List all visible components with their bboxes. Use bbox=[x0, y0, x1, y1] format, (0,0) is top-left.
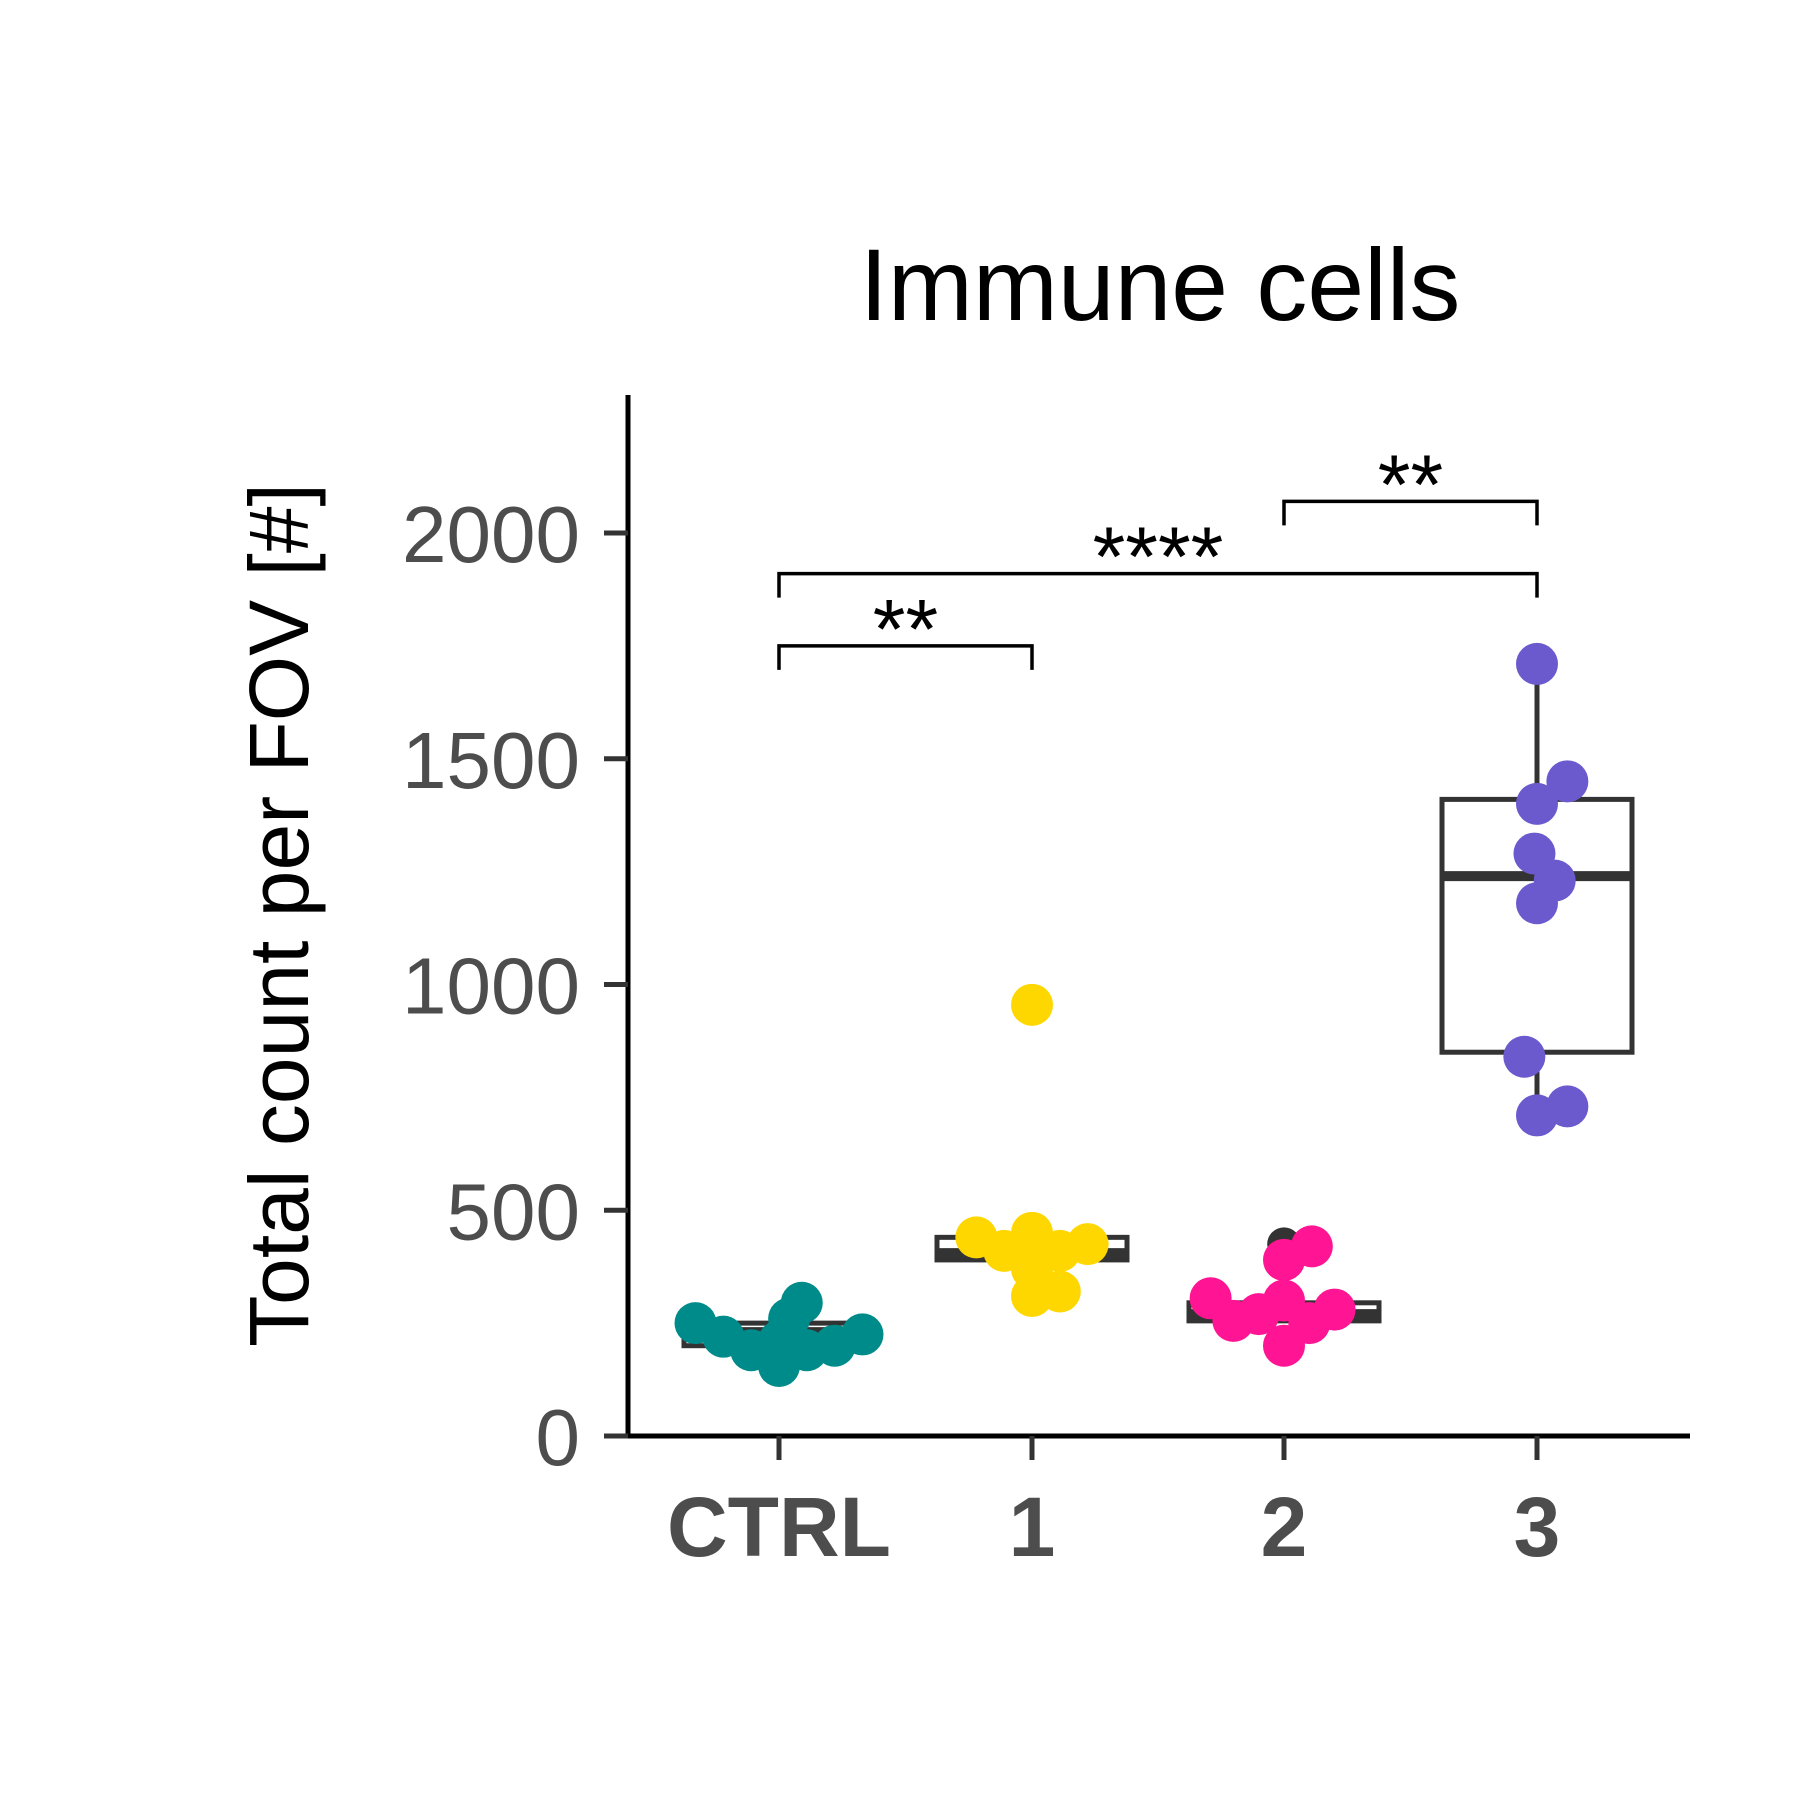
data-point bbox=[1516, 882, 1558, 925]
data-point bbox=[841, 1313, 884, 1356]
y-tick-label: 1000 bbox=[402, 942, 580, 1031]
significance-bracket bbox=[777, 644, 1034, 670]
data-point bbox=[1038, 1270, 1081, 1313]
y-tick-label: 1500 bbox=[402, 716, 580, 805]
y-tick-label: 0 bbox=[536, 1393, 581, 1482]
data-point bbox=[1066, 1223, 1109, 1266]
significance-bracket bbox=[777, 571, 1539, 598]
significance-bracket bbox=[1282, 499, 1539, 526]
x-tick-label: CTRL bbox=[667, 1480, 891, 1574]
data-point bbox=[1011, 983, 1053, 1026]
chart-title: Immune cells bbox=[860, 228, 1461, 342]
significance-label: ** bbox=[1378, 437, 1443, 531]
data-point bbox=[1516, 782, 1558, 825]
y-tick-label: 500 bbox=[447, 1167, 580, 1256]
data-point bbox=[780, 1281, 823, 1324]
data-point bbox=[1516, 642, 1558, 685]
x-tick-label: 3 bbox=[1514, 1480, 1561, 1574]
y-axis-label: Total count per FOV [#] bbox=[232, 483, 326, 1347]
data-point bbox=[1546, 760, 1589, 803]
data-point bbox=[1263, 1238, 1305, 1281]
x-tick-label: 1 bbox=[1009, 1480, 1056, 1574]
data-point bbox=[1313, 1288, 1356, 1331]
significance-label: ** bbox=[873, 582, 938, 676]
y-tick-label: 2000 bbox=[402, 490, 580, 579]
data-point bbox=[1503, 1035, 1546, 1078]
x-tick-label: 2 bbox=[1261, 1480, 1308, 1574]
data-point bbox=[1516, 1094, 1558, 1137]
significance-label: **** bbox=[1093, 510, 1224, 604]
